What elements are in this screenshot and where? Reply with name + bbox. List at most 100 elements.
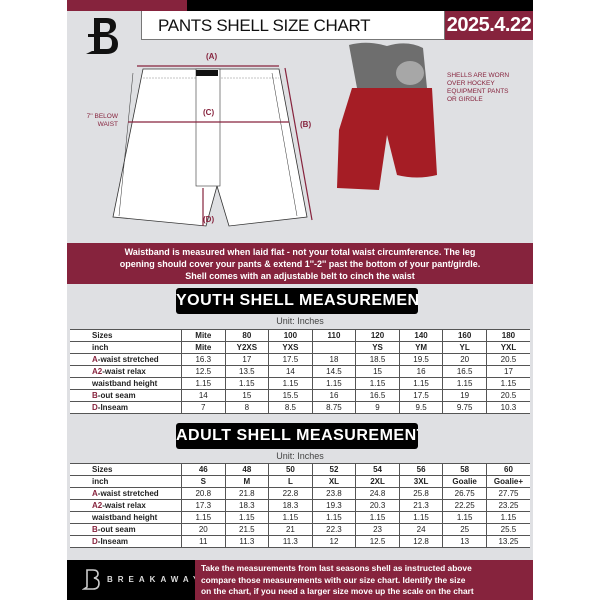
- table-cell: 9: [355, 401, 400, 414]
- banner-line: Waistband is measured when laid flat - n…: [124, 247, 476, 257]
- row-label-text: Sizes: [92, 331, 113, 340]
- table-cell: 20.5: [485, 389, 530, 402]
- table-cell: 20: [181, 523, 226, 536]
- table-cell: 18: [311, 353, 357, 366]
- table-cell: 1.15: [181, 511, 226, 524]
- row-label: A-waist stretched: [70, 487, 182, 500]
- row-label: A2-waist relax: [70, 499, 182, 512]
- footer-logo-icon: [82, 569, 100, 590]
- red-shorts-photo: [337, 42, 437, 190]
- table-cell: 1.15: [485, 511, 530, 524]
- youth-size-table: Sizes Mite 80 100 110 120 140 160 180 inch Mite Y2X…: [70, 329, 530, 414]
- table-cell: 24: [398, 523, 444, 536]
- row-label: D-Inseam: [70, 401, 182, 414]
- table-cell: 13: [442, 535, 487, 548]
- table-cell: 120: [355, 329, 400, 342]
- table-cell: 56: [398, 463, 444, 476]
- top-bar-accent: [67, 0, 187, 11]
- table-cell: 20.3: [355, 499, 400, 512]
- table-cell: 46: [181, 463, 226, 476]
- row-label-text: -waist stretched: [97, 489, 159, 498]
- measure-marker: B: [92, 391, 98, 400]
- row-label: B-out seam: [70, 523, 182, 536]
- table-cell: 20.8: [181, 487, 226, 500]
- row-label: D-Inseam: [70, 535, 182, 548]
- table-row: D-Inseam 7 8 8.5 8.75 9 9.5 9.75 10.3: [70, 401, 530, 414]
- table-cell: 10.3: [485, 401, 530, 414]
- table-cell: 1.15: [442, 511, 487, 524]
- measure-marker: A: [92, 489, 98, 498]
- table-cell: 25.5: [485, 523, 530, 536]
- table-cell: 15: [355, 365, 400, 378]
- table-cell: 16.5: [442, 365, 487, 378]
- banner-line: opening should cover your pants & extend…: [119, 259, 481, 269]
- table-cell: 1.15: [485, 377, 530, 390]
- banner-line: Shell comes with an adjustable belt to c…: [185, 271, 415, 281]
- label-a: (A): [206, 52, 218, 61]
- row-label-text: -waist relax: [102, 501, 146, 510]
- table-cell: Mite: [181, 329, 226, 342]
- table-cell: 2XL: [355, 475, 400, 488]
- row-label-text: -out seam: [97, 525, 136, 534]
- waistband-info-banner: Waistband is measured when laid flat - n…: [67, 243, 533, 284]
- row-label-text: -out seam: [97, 391, 136, 400]
- footer-line: compare those measurements with our size…: [201, 574, 466, 585]
- table-cell: 17.5: [268, 353, 313, 366]
- table-cell: 21: [268, 523, 313, 536]
- measure-marker: A2: [92, 367, 103, 376]
- table-cell: XL: [311, 475, 357, 488]
- table-cell: 1.15: [224, 377, 270, 390]
- table-cell: 18.3: [268, 499, 313, 512]
- table-cell: 60: [485, 463, 530, 476]
- table-cell: 14: [181, 389, 226, 402]
- table-row: A2-waist relax 12.5 13.5 14 14.5 15 16 16.5 17: [70, 365, 530, 378]
- note-line: SHELLS ARE WORN: [447, 72, 510, 79]
- table-cell: 12.5: [181, 365, 226, 378]
- table-cell: 19.5: [398, 353, 444, 366]
- table-cell: 17: [485, 365, 530, 378]
- table-cell: 27.75: [485, 487, 530, 500]
- table-row: D-Inseam 11 11.3 11.3 12 12.5 12.8 13 13.25: [70, 535, 530, 548]
- table-cell: YM: [398, 341, 444, 354]
- measure-marker: D: [92, 537, 98, 546]
- table-cell: 54: [355, 463, 400, 476]
- table-cell: 80: [224, 329, 270, 342]
- row-label-text: -Inseam: [97, 403, 129, 412]
- table-cell: 24.8: [355, 487, 400, 500]
- table-cell: 21.5: [224, 523, 270, 536]
- row-label-text: inch: [92, 343, 109, 352]
- table-row: waistband height 1.15 1.15 1.15 1.15 1.15 1.15…: [70, 511, 530, 524]
- row-label-text: inch: [92, 477, 109, 486]
- table-cell: 25.8: [398, 487, 444, 500]
- table-cell: 21.3: [398, 499, 444, 512]
- table-cell: 9.5: [398, 401, 444, 414]
- table-cell: Mite: [181, 341, 226, 354]
- table-cell: S: [181, 475, 226, 488]
- row-label: inch: [70, 341, 182, 354]
- row-label-text: -waist stretched: [97, 355, 159, 364]
- row-label-text: -waist relax: [102, 367, 146, 376]
- measure-marker: B: [92, 525, 98, 534]
- table-cell: 11.3: [224, 535, 270, 548]
- table-cell: 12: [311, 535, 357, 548]
- table-cell: 15.5: [268, 389, 313, 402]
- below-waist-line: WAIST: [97, 121, 118, 128]
- table-row: Sizes 46 48 50 52 54 56 58 60: [70, 463, 530, 476]
- table-row: waistband height 1.15 1.15 1.15 1.15 1.15 1.15…: [70, 377, 530, 390]
- table-cell: M: [224, 475, 270, 488]
- table-cell: 16.5: [355, 389, 400, 402]
- table-row: A-waist stretched 20.8 21.8 22.8 23.8 24.8 25.…: [70, 487, 530, 500]
- youth-section-title: YOUTH SHELL MEASUREMENTS: [176, 288, 418, 314]
- row-label-text: waistband height: [92, 379, 158, 388]
- table-cell: 1.15: [442, 377, 487, 390]
- table-cell: 16.3: [181, 353, 226, 366]
- brand-name: BREAKAWAY: [107, 575, 204, 584]
- table-cell: 20: [442, 353, 487, 366]
- note-line: OVER HOCKEY: [447, 80, 495, 87]
- row-label: Sizes: [70, 463, 182, 476]
- table-cell: 1.15: [355, 511, 400, 524]
- footer-line: Take the measurements from last seasons …: [201, 563, 472, 573]
- table-cell: Goalie+: [485, 475, 530, 488]
- shells-note: SHELLS ARE WORN OVER HOCKEY EQUIPMENT PA…: [447, 72, 509, 104]
- table-cell: 17.5: [398, 389, 444, 402]
